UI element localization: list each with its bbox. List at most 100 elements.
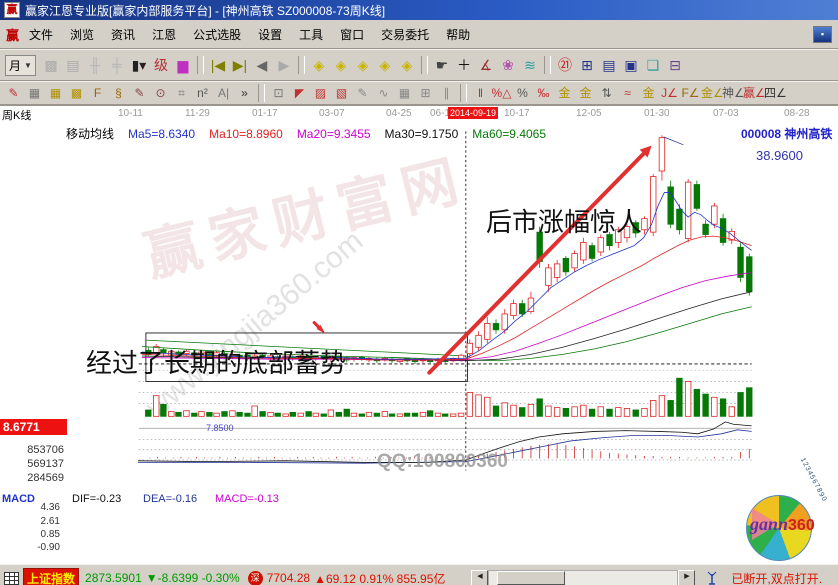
percent-tri-icon[interactable]: %△ [491, 85, 512, 100]
fan-rays-icon[interactable]: ◤ [294, 85, 305, 100]
n-square-icon[interactable]: n² [197, 85, 208, 100]
grade-icon[interactable]: 级 [153, 57, 168, 73]
gold-circle-icon[interactable]: 金 [558, 85, 571, 100]
notepad-icon[interactable]: ▤ [602, 57, 616, 73]
menu-item[interactable]: 公式选股 [193, 27, 242, 42]
crosshair-icon[interactable]: ＋ [456, 57, 471, 73]
scrollbar-track[interactable] [488, 570, 679, 585]
box-select-icon[interactable]: ⊡ [273, 85, 284, 100]
grid2-icon[interactable]: ▦ [398, 85, 411, 100]
wave-tool-icon[interactable]: ≋ [524, 57, 536, 73]
last-page-icon[interactable]: ▶| [232, 57, 248, 73]
menu-items: 文件 浏览 资讯 江恩 公式选股 设置 工具 窗口 交易委托 帮助 [29, 26, 487, 43]
date-tick: 10-11 [118, 108, 143, 119]
menu-item[interactable]: 设置 [258, 27, 283, 42]
copy-chart-icon[interactable]: ❏ [646, 57, 660, 73]
gold3-icon[interactable]: 金 [642, 85, 655, 100]
grid-hash-icon[interactable]: ▦ [28, 85, 41, 100]
menu-item[interactable]: 资讯 [111, 27, 136, 42]
menu-item[interactable]: 工具 [299, 27, 324, 42]
wave2-icon[interactable]: ≈ [624, 85, 631, 100]
macd-dif-value: DIF=-0.23 [72, 493, 122, 505]
zigzag-icon[interactable]: ∿ [378, 85, 389, 100]
peak-price-label: 38.9600 [756, 148, 803, 163]
ma-legend-item: Ma60=9.4065 [472, 127, 547, 141]
a-line-icon[interactable]: A| [217, 85, 230, 100]
shaded-box-icon[interactable]: ▨ [314, 85, 327, 100]
period-selector[interactable]: 月 ▼ [5, 54, 36, 76]
f-grid-icon[interactable]: F [93, 85, 102, 100]
kline-3-icon[interactable]: ╫ [89, 57, 100, 73]
permille-icon[interactable]: ‰ [537, 85, 550, 100]
print-icon[interactable]: ⊟ [669, 57, 681, 73]
menu-item[interactable]: 帮助 [446, 27, 471, 42]
pattern-view-icon[interactable]: ▩ [44, 57, 58, 73]
scroll-left-icon[interactable]: ◀ [471, 570, 489, 585]
next-icon[interactable]: ▶ [278, 57, 290, 73]
color-volume-icon[interactable]: ▆ [177, 57, 189, 73]
f-angle-icon[interactable]: F∠ [681, 85, 700, 100]
histogram-compare-icon[interactable]: ‖ [478, 85, 483, 100]
pen-red-icon[interactable]: ✎ [8, 85, 19, 100]
menu-item[interactable]: 文件 [29, 27, 54, 42]
grid-arrow-icon[interactable]: ⊞ [420, 85, 431, 100]
scrollbar-thumb[interactable] [497, 571, 566, 585]
more-tools-icon[interactable]: » [241, 85, 248, 100]
toolbar-separator [258, 84, 265, 102]
speed-angle-icon[interactable]: 神∠ [722, 85, 745, 100]
menu-item[interactable]: 窗口 [340, 27, 365, 42]
date-tick: 01-30 [644, 108, 670, 119]
gold-angle-icon[interactable]: 金∠ [701, 85, 724, 100]
toolbar-main: 月 ▼ ▩ ▤ ╫ ╪ ▮▾ 级 ▆ |◀ ▶| ◀ ▶ ◈ ◈ ◈ ◈ ◈ ☛ ＋ ∡ ❀ ≋ ㉑ ⊞ ▤ ▣ ❏ ⊟ [0, 49, 838, 81]
date-tick: 10-17 [504, 108, 530, 119]
win-angle-icon[interactable]: 赢∠ [743, 85, 766, 100]
ray-box-icon[interactable]: ▧ [335, 85, 348, 100]
j-angle-icon[interactable]: J∠ [661, 85, 678, 100]
title-bar[interactable]: 赢 赢家江恩专业版[赢家内部服务平台] - [神州高铁 SZ000008-73周… [0, 0, 838, 20]
calculator-icon[interactable]: ⊞ [581, 57, 593, 73]
chart-area[interactable]: 赢家财富网 www.yingjia360.com 移动均线 Ma5=8.6340 M… [0, 121, 838, 564]
menu-item[interactable]: 江恩 [152, 27, 177, 42]
report-view-icon[interactable]: ▤ [66, 57, 80, 73]
diamond-right-icon[interactable]: ◈ [335, 57, 347, 73]
scroll-right-icon[interactable]: ▶ [678, 570, 696, 585]
sh-index-badge[interactable]: 上证指数 [23, 567, 80, 585]
four-angle-icon[interactable]: 四∠ [764, 85, 787, 100]
date-tick: 12-05 [576, 108, 602, 119]
save-icon[interactable]: ▣ [624, 57, 638, 73]
hatch-icon[interactable]: ∥ [443, 85, 450, 100]
connection-status[interactable]: 已断开,双点打开. [731, 571, 823, 585]
horizontal-scrollbar[interactable]: ◀ ▶ [471, 570, 696, 585]
menu-item[interactable]: 浏览 [70, 27, 95, 42]
clock-cycle-icon[interactable]: ⊙ [155, 85, 166, 100]
quote-table-icon[interactable] [4, 571, 19, 585]
diamond-expand-icon[interactable]: ◈ [401, 57, 413, 73]
kline-9-icon[interactable]: ╪ [111, 57, 122, 73]
hand-tool-icon[interactable]: ☛ [435, 57, 449, 73]
gold-grid-icon[interactable]: ▦ [49, 85, 62, 100]
diamond-compress-icon[interactable]: ◈ [379, 57, 391, 73]
percent-icon[interactable]: % [517, 85, 528, 100]
gold-circle2-icon[interactable]: 金 [579, 85, 592, 100]
gold-grid2-icon[interactable]: ▩ [70, 85, 83, 100]
candlestick-chart[interactable] [0, 121, 838, 564]
candle-style-icon[interactable]: ▮▾ [131, 57, 147, 73]
angle-tool-icon[interactable]: ∡ [479, 57, 493, 73]
date-axis: 周K线 10-11 11-29 01-17 03-07 04-25 06-1 10-17 12… [0, 105, 838, 122]
diamond-hexpand-icon[interactable]: ◈ [357, 57, 369, 73]
sz-index-icon[interactable]: 深 [247, 570, 263, 585]
macd-axis-label: 4.36 [40, 502, 60, 513]
scale-arrow-icon[interactable]: ⇅ [601, 85, 612, 100]
flower-tool-icon[interactable]: ❀ [502, 57, 514, 73]
macd-macd-value: MACD=-0.13 [215, 493, 279, 505]
spiral-icon[interactable]: § [115, 85, 122, 100]
grid-dense-icon[interactable]: ⌗ [178, 85, 185, 100]
first-page-icon[interactable]: |◀ [210, 57, 226, 73]
pen2-icon[interactable]: ✎ [134, 85, 145, 100]
calendar-21-icon[interactable]: ㉑ [557, 57, 572, 73]
pencil-line-icon[interactable]: ✎ [357, 85, 368, 100]
diamond-left-icon[interactable]: ◈ [313, 57, 325, 73]
child-window-button[interactable]: ▪ [813, 25, 832, 43]
menu-item[interactable]: 交易委托 [381, 27, 430, 42]
prev-icon[interactable]: ◀ [256, 57, 268, 73]
